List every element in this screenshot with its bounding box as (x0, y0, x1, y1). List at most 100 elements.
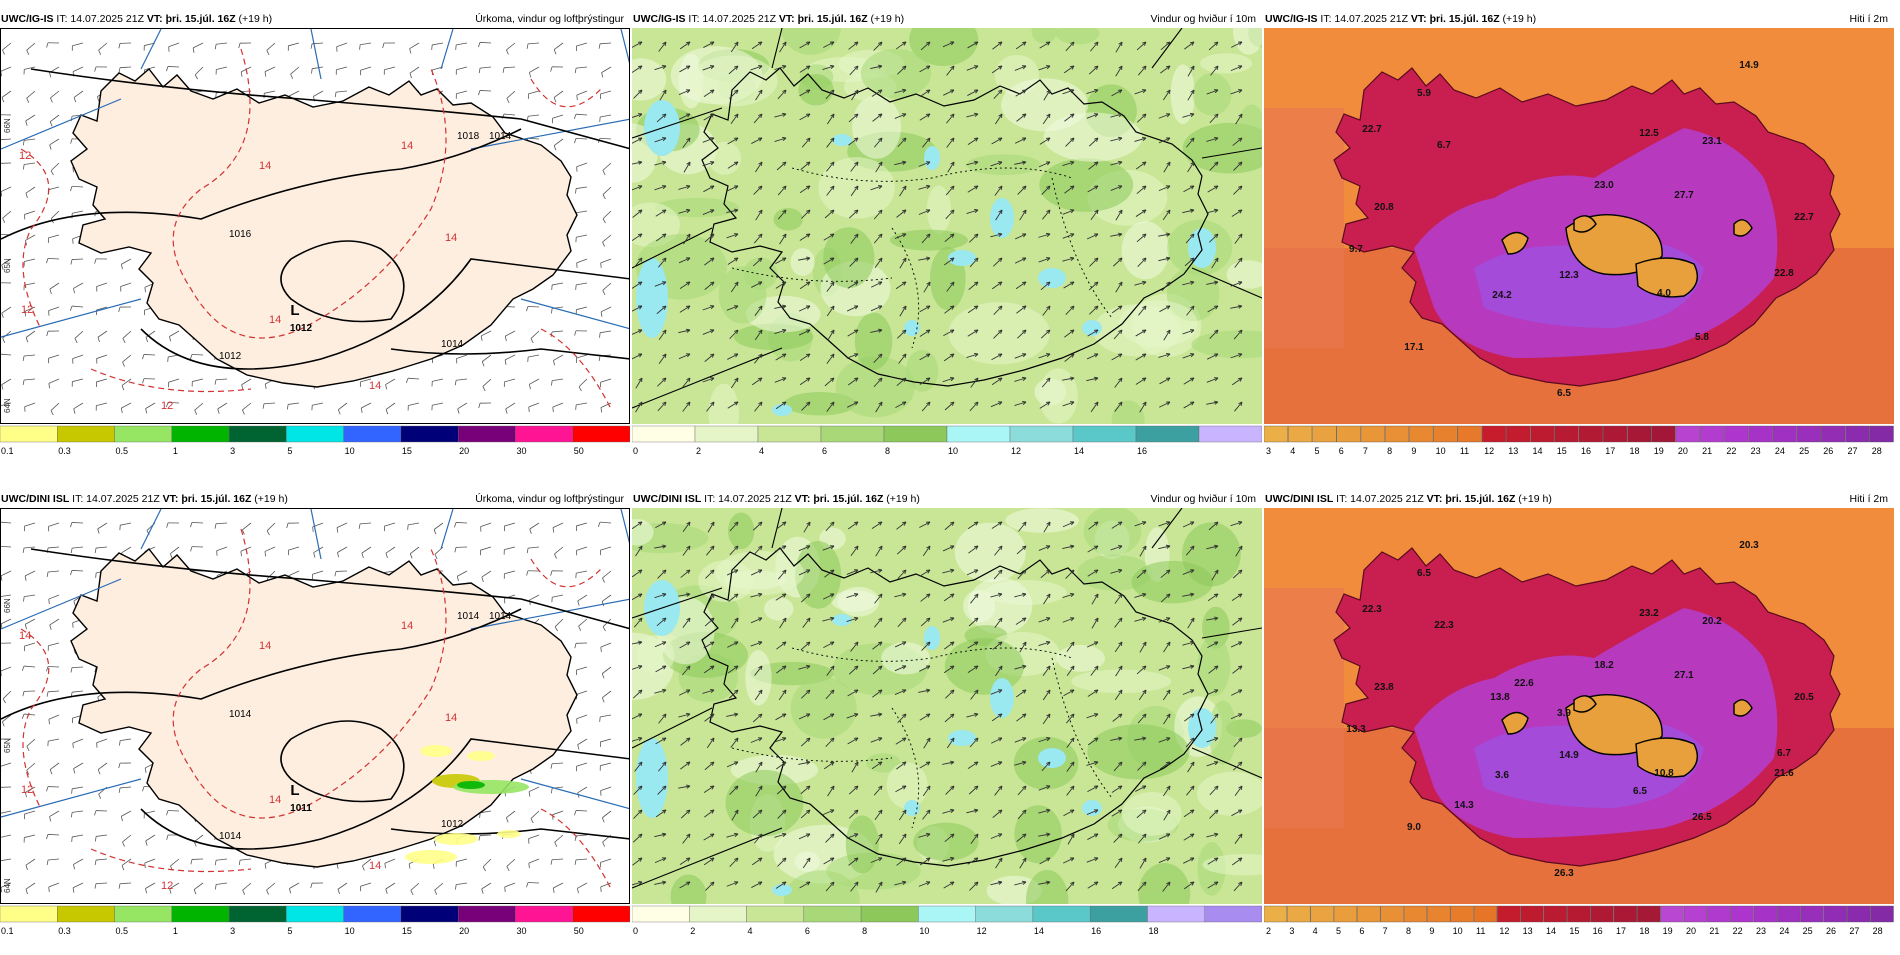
temperature-value: 17.1 (1404, 342, 1424, 353)
legend-swatch (229, 426, 286, 442)
legend-swatch (695, 426, 758, 442)
legend-label: 20 (459, 926, 469, 936)
legend-swatch (1288, 426, 1312, 442)
legend-swatch (1073, 426, 1136, 442)
legend-swatch (229, 906, 286, 922)
legend-swatch (918, 906, 975, 922)
legend-swatch (1870, 426, 1894, 442)
latitude-label: 64N (3, 398, 12, 413)
legend-swatch (758, 426, 821, 442)
legend-label: 0.5 (116, 446, 129, 456)
gust-area (772, 884, 792, 896)
latitude-label: 65N (3, 738, 12, 753)
init-time: IT: 14.07.2025 21Z (688, 13, 776, 25)
legend-label: 5 (1314, 446, 1319, 456)
temperature-value: 26.5 (1692, 812, 1712, 823)
isobar-label: 1012 (441, 819, 464, 830)
temperature-value: 9.7 (1349, 244, 1363, 255)
legend-swatch (884, 426, 947, 442)
legend-swatch (1773, 426, 1797, 442)
legend-swatch (172, 906, 229, 922)
legend-swatch (804, 906, 861, 922)
wind-speed-patch (790, 677, 856, 738)
temperature-value: 3.9 (1557, 708, 1571, 719)
panel-titlebar: UWC/DINI ISL IT: 14.07.2025 21Z VT: þri.… (0, 490, 630, 508)
valid-time: þri. 15.júl. 16Z (813, 493, 883, 505)
gust-area (990, 198, 1014, 238)
legend-label: 10 (919, 926, 929, 936)
legend-swatch (1311, 906, 1334, 922)
temperature-value: 22.3 (1434, 620, 1454, 631)
legend-label: 2 (1266, 926, 1271, 936)
wind-speed-patch (955, 523, 1026, 582)
legend-label: 27 (1848, 446, 1858, 456)
legend-swatch (57, 906, 114, 922)
run-info: UWC/DINI ISL IT: 14.07.2025 21Z VT: þri.… (1265, 490, 1552, 508)
legend-label: 4 (748, 926, 753, 936)
lead-time: (+19 h) (1518, 493, 1552, 505)
wind-barb (456, 522, 467, 523)
legend-swatch (1385, 426, 1409, 442)
lead-time: (+19 h) (1503, 13, 1537, 25)
legend-swatch (1579, 426, 1603, 442)
wind-speed-patch (967, 154, 1041, 175)
init-time: IT: 14.07.2025 21Z (56, 13, 144, 25)
wind-speed-patch (913, 823, 978, 861)
legend-label: 20 (1686, 926, 1696, 936)
wind-barb-flag (72, 789, 73, 794)
temperature-value: 24.2 (1492, 290, 1512, 301)
wind-speed-patch (774, 208, 803, 230)
legend-swatch (115, 906, 172, 922)
gust-area (990, 678, 1014, 718)
panel-titlebar: UWC/IG-IS IT: 14.07.2025 21Z VT: þri. 15… (0, 10, 630, 28)
legend-label: 28 (1873, 926, 1883, 936)
panel-temp-igis: UWC/IG-IS IT: 14.07.2025 21Z VT: þri. 15… (1264, 10, 1894, 475)
legend-label: 5 (287, 926, 292, 936)
legend-swatch (1010, 426, 1073, 442)
panel-titlebar: UWC/DINI ISL IT: 14.07.2025 21Z VT: þri.… (1264, 490, 1894, 508)
temperature-value: 20.5 (1794, 692, 1814, 703)
temperature-label: 14 (369, 380, 381, 392)
legend-label: 12 (1484, 446, 1494, 456)
legend-label: 4 (1290, 446, 1295, 456)
isobar-label: 1012 (219, 351, 242, 362)
panel-wind-igis: UWC/IG-IS IT: 14.07.2025 21Z VT: þri. 15… (632, 10, 1262, 475)
legend-swatch (1090, 906, 1147, 922)
legend-label: 9 (1429, 926, 1434, 936)
legend-swatch (1427, 906, 1450, 922)
temperature-label: 14 (259, 640, 271, 652)
map-canvas (632, 508, 1262, 904)
legend-swatch (1409, 426, 1433, 442)
legend-label: 10 (1436, 446, 1446, 456)
lead-time: (+19 h) (254, 493, 288, 505)
legend-label: 15 (402, 926, 412, 936)
temperature-value: 21.6 (1774, 768, 1794, 779)
wind-barb-flag (553, 407, 554, 412)
wind-barb (480, 835, 491, 836)
legend-swatch (344, 906, 401, 922)
isobar-label: 1018 (457, 131, 480, 142)
temperature-value: 22.3 (1362, 604, 1382, 615)
valid-time-label: VT: (1427, 493, 1443, 505)
legend-label: 15 (1569, 926, 1579, 936)
legend-label: 12 (1499, 926, 1509, 936)
legend-label: 17 (1605, 446, 1615, 456)
legend-label: 3 (230, 446, 235, 456)
legend-swatch (0, 906, 57, 922)
legend-label: 5 (287, 446, 292, 456)
legend-label: 14 (1034, 926, 1044, 936)
legend-swatch (821, 426, 884, 442)
legend-label: 30 (516, 926, 526, 936)
legend-label: 4 (1313, 926, 1318, 936)
valid-time-label: VT: (779, 13, 795, 25)
legend-swatch (286, 426, 343, 442)
legend-swatch (947, 426, 1010, 442)
legend-label: 3 (1266, 446, 1271, 456)
legend-label: 6 (1359, 926, 1364, 936)
legend-swatch (1357, 906, 1380, 922)
panel-wind-dini: UWC/DINI ISL IT: 14.07.2025 21Z VT: þri.… (632, 490, 1262, 955)
isobar-label: 1014 (229, 709, 252, 720)
